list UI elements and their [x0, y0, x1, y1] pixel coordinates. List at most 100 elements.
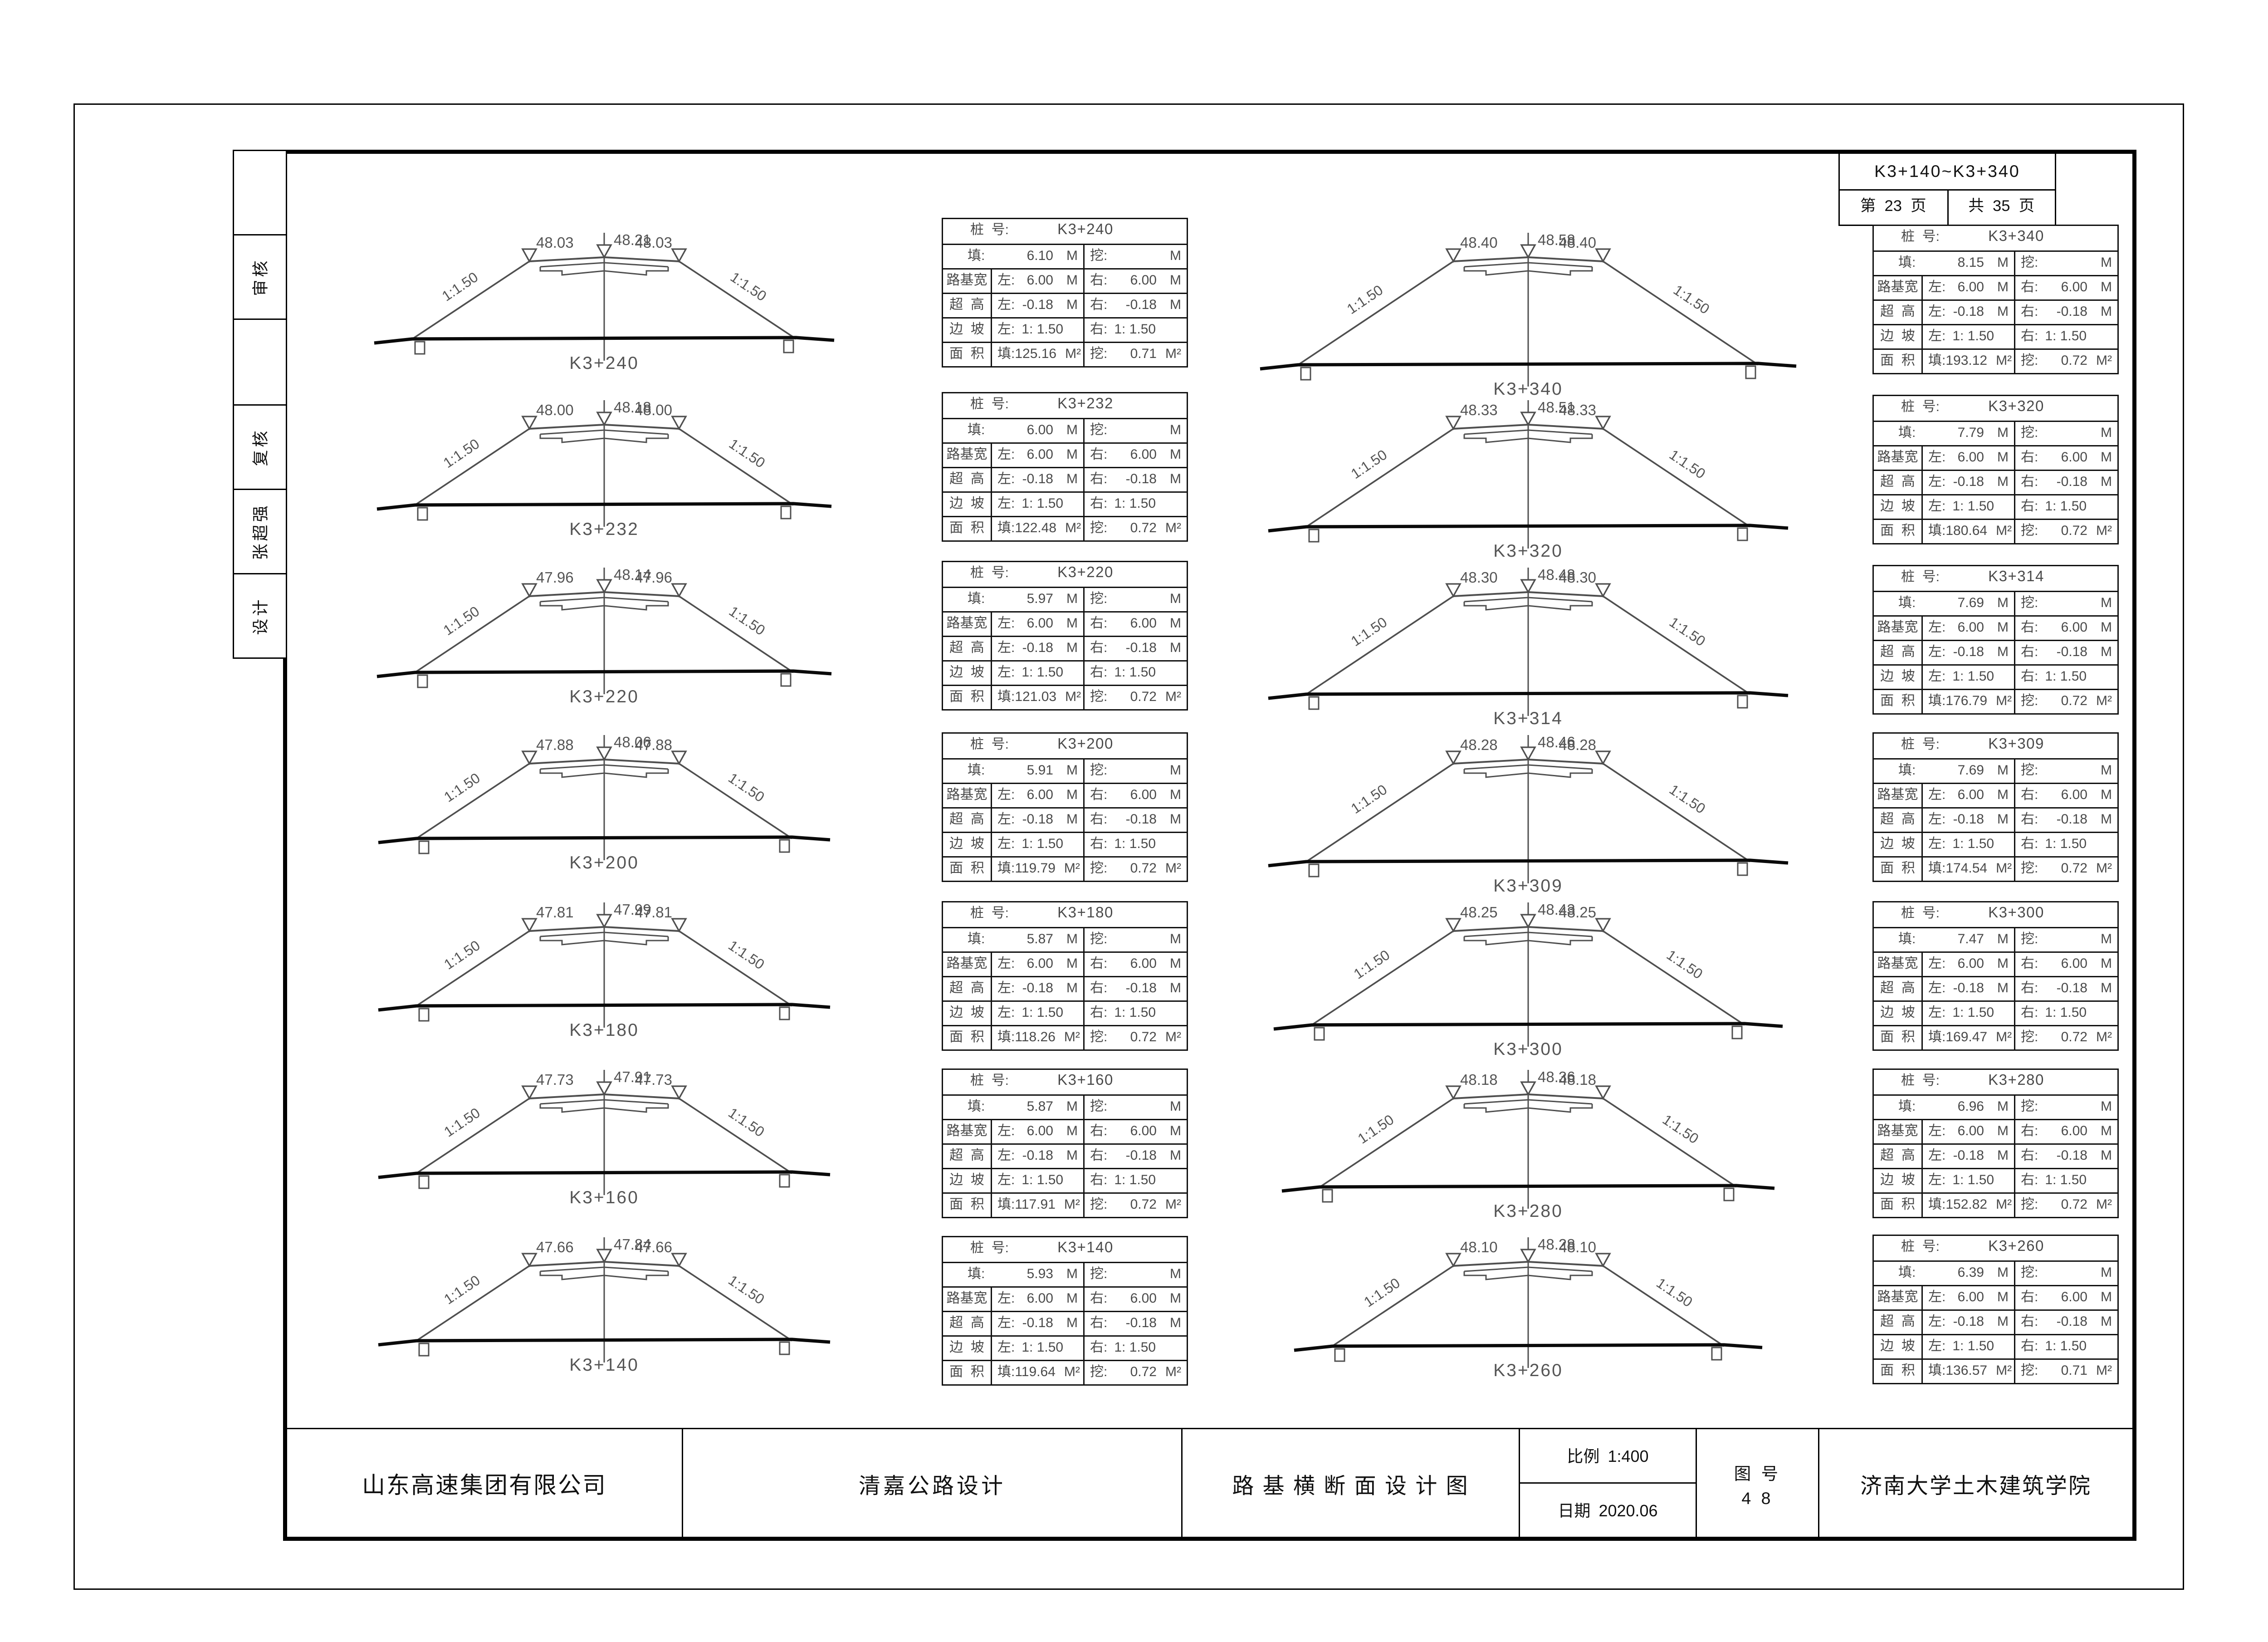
cell-label: 挖: [1090, 1198, 1108, 1213]
left-edge-elevation: 48.18 [1460, 1071, 1498, 1088]
cross-section-svg: 48.25 48.43 48.25 1:1.50 1:1.50 K3+300 [1273, 901, 1783, 1059]
roadbed-left-cell: 左: 6.00 M [991, 1120, 1083, 1143]
roadbed-width-row: 路基宽 左: 6.00 M 右: 6.00 M [1874, 445, 2117, 470]
right-edge-elevation: 47.81 [635, 904, 672, 921]
area-cut-cell: 挖: 0.71 M² [2014, 1360, 2117, 1383]
cell-unit: M² [2096, 694, 2112, 709]
cell-unit: M [1169, 1292, 1181, 1307]
cell-unit: M² [1996, 1198, 2012, 1213]
station-label: 桩 号: [970, 1074, 1009, 1089]
row-header: 面 积 [949, 1030, 984, 1045]
superelevation-row: 超 高左: -0.18 M 右: -0.18 M [1874, 470, 2117, 494]
row-header: 路基宽 [946, 448, 987, 463]
cell-unit: M [1997, 280, 2009, 295]
cell-unit: M [1997, 596, 2009, 611]
cell-label: 填: [1928, 694, 1946, 709]
level-marker-icon [1595, 583, 1611, 598]
cell-label: 左: [997, 617, 1015, 632]
cell-unit: M [2100, 1315, 2112, 1330]
cell-label: 挖: [1090, 764, 1108, 779]
pavement-step-line [539, 1104, 669, 1113]
area-fill-cell: 填: 119.79 M² [991, 858, 1083, 881]
row-header: 面 积 [1880, 1030, 1915, 1045]
cell-value: 6.00 [1026, 957, 1053, 972]
cell-label: 右: [1090, 1173, 1108, 1188]
row-header: 超 高 [949, 298, 984, 313]
fill-cut-row: 填: 5.91 M 挖: M [943, 758, 1187, 783]
roadbed-width-row: 路基宽 左: 6.00 M 右: 6.00 M [943, 442, 1187, 467]
cell-label: 挖: [2021, 1100, 2038, 1115]
level-marker-icon [1445, 416, 1461, 431]
slope-row: 边 坡左: 1: 1.50 右: 1: 1.50 [1874, 664, 2117, 689]
left-slope-ratio-label: 1:1.50 [1354, 1111, 1397, 1147]
area-row: 面 积填: 117.91 M² 挖: 0.72 M² [943, 1192, 1187, 1217]
cell-label: 右: [2021, 670, 2038, 685]
row-header: 边 坡 [1880, 1006, 1915, 1021]
cell-unit: M [1169, 298, 1181, 313]
roadbed-right-cell: 右: 6.00 M [1083, 1288, 1187, 1311]
cell-unit: M [1169, 764, 1181, 779]
cell-value: -0.18 [1022, 472, 1053, 487]
cell-label: 挖: [2021, 354, 2038, 369]
row-header: 边 坡 [949, 1341, 984, 1356]
ground-line [1260, 362, 1797, 371]
cell-value: 122.48 [1015, 521, 1057, 536]
area-fill-cell: 填: 174.54 M² [1921, 858, 2014, 881]
cell-value: 1: 1.50 [1114, 497, 1156, 512]
roadbed-right-cell: 右: 6.00 M [1083, 444, 1187, 467]
cell-unit: M [1169, 274, 1181, 289]
cell-value: 1: 1.50 [1114, 1173, 1156, 1188]
right-toe-marker [779, 839, 790, 853]
cell-unit: M [1066, 617, 1078, 632]
left-toe-marker [1314, 1027, 1325, 1041]
cross-section-figure: 47.73 47.91 47.73 1:1.50 1:1.50 K3+160 [305, 1066, 904, 1243]
right-slope-line [679, 1265, 792, 1342]
center-elevation: 48.46 [1538, 734, 1575, 750]
cell-value: -0.18 [1125, 1149, 1157, 1164]
roadbed-right-cell: 右: 6.00 M [2014, 953, 2117, 976]
left-slope-line [1306, 595, 1454, 695]
fill-depth-cell: 填: 7.79 M [1874, 422, 2014, 445]
right-toe-marker [779, 1006, 790, 1020]
slope-left-cell: 左: 1: 1.50 [1921, 495, 2014, 519]
right-edge-elevation: 47.66 [635, 1239, 672, 1255]
right-slope-line [1603, 428, 1750, 528]
slope-left-cell: 左: 1: 1.50 [991, 833, 1083, 856]
ground-line [1268, 691, 1789, 700]
cell-unit: M² [1996, 694, 2012, 709]
cell-label: 填: [997, 690, 1015, 705]
cell-value: -0.18 [1022, 1149, 1053, 1164]
superelevation-row: 超 高左: -0.18 M 右: -0.18 M [943, 976, 1187, 1000]
area-cut-cell: 挖: 0.71 M² [1083, 343, 1187, 366]
cell-label: 右: [2021, 1339, 2038, 1354]
superelevation-row: 超 高左: -0.18 M 右: -0.18 M [943, 807, 1187, 832]
institute-cell: 济南大学土木建筑学院 [1818, 1429, 2132, 1537]
left-slope-line [415, 428, 530, 506]
row-header: 面 积 [949, 347, 984, 362]
station-label: K3+280 [1493, 1201, 1563, 1221]
left-edge-elevation: 47.66 [536, 1239, 574, 1255]
cell-label: 左: [997, 1292, 1015, 1307]
company-cell: 山东高速集团有限公司 [362, 1473, 607, 1499]
right-edge-elevation: 48.18 [1559, 1071, 1596, 1088]
cell-unit: M [2100, 813, 2112, 828]
cut-depth-cell: 挖: M [1083, 1096, 1187, 1119]
cell-unit: M [1997, 932, 2009, 947]
right-slope-line [1603, 1098, 1737, 1188]
area-row: 面 积填: 118.26 M² 挖: 0.72 M² [943, 1025, 1187, 1049]
superelevation-row: 超 高左: -0.18 M 右: -0.18 M [943, 293, 1187, 317]
cut-depth-cell: 挖: M [2014, 928, 2117, 951]
drawing-title-cell: 路 基 横 断 面 设 计 图 [1181, 1429, 1519, 1537]
level-marker-icon [521, 1085, 538, 1100]
cross-section-figure: 48.40 48.58 48.40 1:1.50 1:1.50 K3+340 [1229, 229, 1828, 406]
ground-line [374, 336, 835, 345]
level-marker-icon [1595, 248, 1611, 263]
pavement-upper-line [1464, 597, 1593, 603]
fill-depth-cell: 填: 6.96 M [1874, 1096, 2014, 1119]
cell-unit: M [1066, 249, 1078, 264]
superelev-right-cell: 右: -0.18 M [2014, 1145, 2117, 1168]
cell-value: -0.18 [2056, 1315, 2087, 1330]
station-label: K3+200 [569, 853, 639, 872]
left-edge-elevation: 48.30 [1460, 569, 1498, 586]
level-marker-icon [596, 244, 612, 259]
